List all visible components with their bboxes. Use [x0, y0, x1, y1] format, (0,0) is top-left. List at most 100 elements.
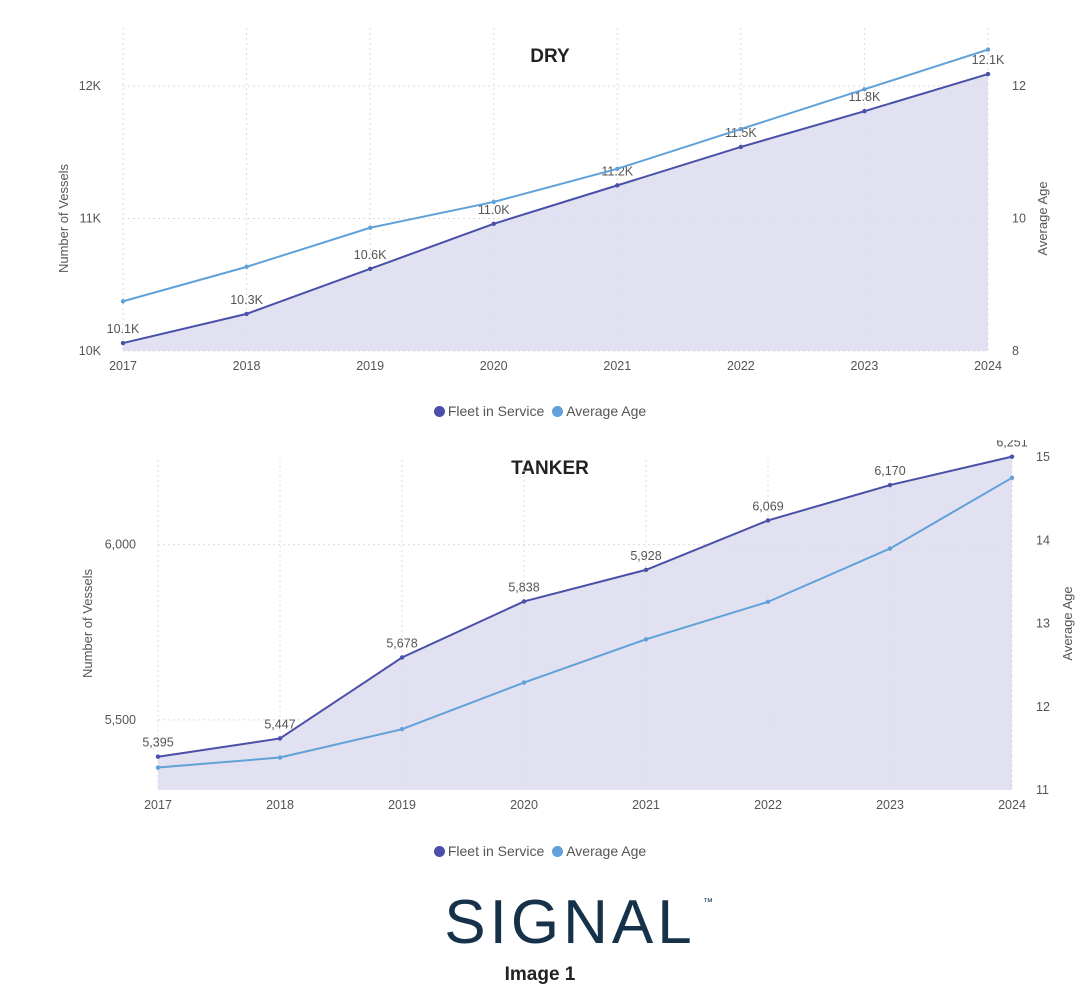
- age-point: [120, 299, 126, 304]
- fleet-point: [643, 567, 649, 573]
- y-axis-title: Number of Vessels: [56, 163, 71, 273]
- fleet-data-label: 11.8K: [849, 90, 881, 104]
- age-point: [985, 47, 991, 52]
- y2-axis-title: Average Age: [1060, 586, 1075, 660]
- fleet-data-label: 6,170: [874, 464, 905, 478]
- age-point: [765, 599, 771, 605]
- tanker-chart: TANKER 5,395 5,447 5,678 5,838 5,928 6,069 6,17…: [0, 440, 1080, 870]
- fleet-data-label: 5,838: [508, 580, 539, 594]
- legend-item-age[interactable]: Average Age: [552, 843, 646, 859]
- legend-label-fleet: Fleet in Service: [447, 843, 545, 859]
- fleet-area: [123, 74, 988, 351]
- legend-dot-age: [552, 846, 564, 857]
- fleet-point: [887, 482, 893, 488]
- x-tick-label: 2023: [876, 798, 904, 812]
- y2-tick-label: 11: [1036, 783, 1049, 797]
- fleet-point: [120, 340, 126, 346]
- fleet-point: [1009, 454, 1015, 459]
- y-tick-label: 10K: [79, 344, 102, 358]
- x-tick-label: 2022: [727, 359, 755, 373]
- chart-title: TANKER: [511, 458, 589, 479]
- fleet-data-label: 11.0K: [478, 203, 510, 217]
- fleet-data-label: 10.1K: [107, 322, 140, 336]
- tanker-chart-plot: TANKER 5,395 5,447 5,678 5,838 5,928 6,069 6,17…: [80, 440, 1075, 812]
- age-point: [738, 126, 744, 132]
- age-point: [615, 166, 620, 172]
- fleet-line: [122, 73, 989, 345]
- legend-item-fleet[interactable]: Fleet in Service: [433, 403, 545, 419]
- fleet-line: [157, 455, 1013, 758]
- y-tick-label: 5,500: [105, 713, 136, 727]
- chart-title: DRY: [530, 46, 570, 67]
- legend-dot-age: [552, 406, 564, 417]
- fleet-point: [491, 221, 496, 226]
- fleet-data-label: 10.3K: [230, 293, 263, 307]
- fleet-data-label: 5,678: [386, 637, 417, 651]
- dry-chart: DRY 10.1K 10.3K 10.6K 11.0K 11.2K 11.5K 11.8K 12…: [0, 0, 1080, 430]
- fleet-point: [277, 736, 283, 741]
- x-tick-label: 2021: [632, 798, 660, 812]
- x-tick-label: 2021: [603, 359, 631, 373]
- y2-tick-label: 14: [1036, 533, 1050, 547]
- legend-dot-fleet: [433, 846, 445, 857]
- fleet-point: [244, 311, 249, 317]
- fleet-data-label: 10.6K: [354, 248, 387, 262]
- y2-tick-label: 13: [1036, 617, 1050, 631]
- y2-tick-label: 12: [1012, 79, 1026, 93]
- y2-tick-label: 15: [1036, 450, 1050, 464]
- fleet-point: [985, 71, 991, 77]
- legend-item-fleet[interactable]: Fleet in Service: [433, 843, 545, 859]
- fleet-area: [158, 456, 1012, 790]
- age-point: [643, 637, 649, 642]
- fleet-data-label: 11.5K: [725, 126, 757, 140]
- legend-label-age: Average Age: [566, 843, 647, 859]
- legend-label-fleet: Fleet in Service: [447, 403, 545, 419]
- legend-dot-fleet: [433, 406, 445, 417]
- x-tick-label: 2022: [754, 798, 782, 812]
- legend-item-age[interactable]: Average Age: [552, 403, 646, 419]
- y-tick-label: 11K: [80, 212, 102, 226]
- y-axis-title: Number of Vessels: [80, 568, 95, 678]
- x-tick-label: 2018: [266, 798, 294, 812]
- y-tick-label: 12K: [79, 79, 102, 93]
- age-point: [862, 87, 867, 92]
- x-tick-label: 2018: [233, 359, 261, 373]
- fleet-data-label: 5,447: [264, 717, 295, 731]
- age-line: [157, 476, 1013, 769]
- age-line: [122, 48, 989, 303]
- fleet-point: [615, 183, 620, 188]
- x-tick-label: 2023: [851, 359, 879, 373]
- x-tick-label: 2024: [974, 359, 1002, 373]
- logo-text: SIGNAL: [444, 888, 695, 955]
- fleet-data-label: 11.2K: [601, 164, 633, 178]
- x-tick-label: 2020: [480, 359, 508, 373]
- dry-legend: Fleet in Service Average Age: [0, 403, 1080, 419]
- fleet-point: [738, 144, 744, 150]
- fleet-data-label: 6,251: [996, 440, 1027, 450]
- age-point: [491, 199, 496, 205]
- y2-axis-title: Average Age: [1035, 181, 1050, 255]
- signal-logo: SIGNAL ™: [444, 888, 713, 955]
- age-point: [399, 727, 405, 732]
- fleet-point: [155, 754, 161, 759]
- logo-trademark: ™: [703, 897, 713, 908]
- x-tick-label: 2017: [144, 798, 172, 812]
- fleet-point: [862, 108, 867, 114]
- fleet-data-label: 12.1K: [972, 53, 1005, 67]
- fleet-point: [765, 518, 771, 523]
- image-caption: Image 1: [504, 964, 576, 985]
- x-tick-label: 2019: [356, 359, 384, 373]
- tanker-legend: Fleet in Service Average Age: [0, 843, 1080, 859]
- y2-tick-label: 10: [1012, 212, 1026, 226]
- age-point: [521, 680, 527, 685]
- y2-tick-label: 8: [1012, 344, 1019, 358]
- dry-chart-plot: DRY 10.1K 10.3K 10.6K 11.0K 11.2K 11.5K 11.8K 12…: [56, 28, 1050, 373]
- x-tick-label: 2024: [998, 798, 1026, 812]
- age-point: [277, 755, 283, 760]
- fleet-data-label: 5,395: [142, 736, 173, 750]
- y2-tick-label: 12: [1036, 700, 1050, 714]
- fleet-point: [399, 655, 405, 660]
- age-point: [367, 225, 373, 230]
- fleet-data-label: 6,069: [752, 499, 783, 513]
- age-point: [887, 546, 893, 551]
